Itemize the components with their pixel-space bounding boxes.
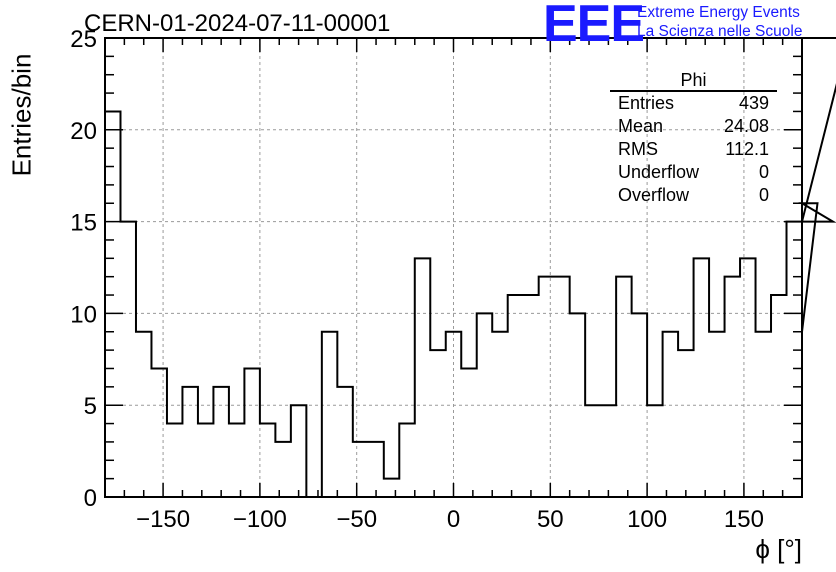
y-tick-label: 15 bbox=[70, 210, 97, 237]
stats-value: 24.08 bbox=[723, 116, 769, 136]
y-tick-label: 0 bbox=[84, 485, 97, 512]
x-tick-label: 100 bbox=[627, 506, 667, 533]
stats-row-underflow: Underflow 0 bbox=[610, 161, 777, 184]
logo-line-2: La Scienza nelle Scuole bbox=[637, 23, 803, 40]
x-tick-label: 50 bbox=[537, 506, 564, 533]
stats-value: 112.1 bbox=[725, 139, 769, 159]
logo-caption: Extreme Energy Events La Scienza nelle S… bbox=[637, 3, 802, 41]
x-axis-label: ϕ [°] bbox=[755, 534, 802, 564]
x-tick-label: −100 bbox=[233, 506, 287, 533]
stats-row-entries: Entries 439 bbox=[610, 92, 777, 115]
y-tick-label: 5 bbox=[84, 393, 97, 420]
x-tick-label: −150 bbox=[136, 506, 190, 533]
phi-histogram bbox=[104, 37, 836, 498]
y-tick-label: 20 bbox=[70, 118, 97, 145]
x-tick-label: −50 bbox=[336, 506, 377, 533]
y-axis: 0 5 10 15 20 25 bbox=[70, 26, 802, 512]
stats-label: Underflow bbox=[618, 162, 700, 182]
logo-line-1: Extreme Energy Events bbox=[637, 4, 800, 21]
stats-label: Entries bbox=[618, 93, 675, 113]
stats-value: 0 bbox=[758, 185, 769, 205]
stats-label: RMS bbox=[618, 139, 658, 159]
stats-label: Overflow bbox=[618, 185, 690, 205]
x-axis: −150 −100 −50 0 50 100 150 bbox=[123, 38, 784, 533]
stats-box: Phi Entries 439 Mean 24.08 RMS 112.1 Und… bbox=[610, 70, 777, 207]
y-tick-label: 25 bbox=[70, 26, 97, 53]
y-axis-label: Entries/bin bbox=[6, 53, 37, 177]
run-title: CERN-01-2024-07-11-00001 bbox=[84, 10, 391, 37]
stats-row-overflow: Overflow 0 bbox=[610, 184, 777, 207]
stats-row-rms: RMS 112.1 bbox=[610, 138, 777, 161]
stats-label: Mean bbox=[618, 116, 664, 136]
stats-value: 439 bbox=[738, 93, 769, 113]
y-axis-label-wrap: Entries/bin bbox=[2, 40, 42, 190]
stats-title: Phi bbox=[610, 70, 777, 92]
x-tick-label: 150 bbox=[724, 506, 764, 533]
x-tick-label: 0 bbox=[447, 506, 460, 533]
grid-lines bbox=[105, 38, 802, 497]
stats-value: 0 bbox=[758, 162, 769, 182]
stats-row-mean: Mean 24.08 bbox=[610, 115, 777, 138]
eee-logo: EEE bbox=[543, 0, 645, 53]
y-tick-label: 10 bbox=[70, 301, 97, 328]
